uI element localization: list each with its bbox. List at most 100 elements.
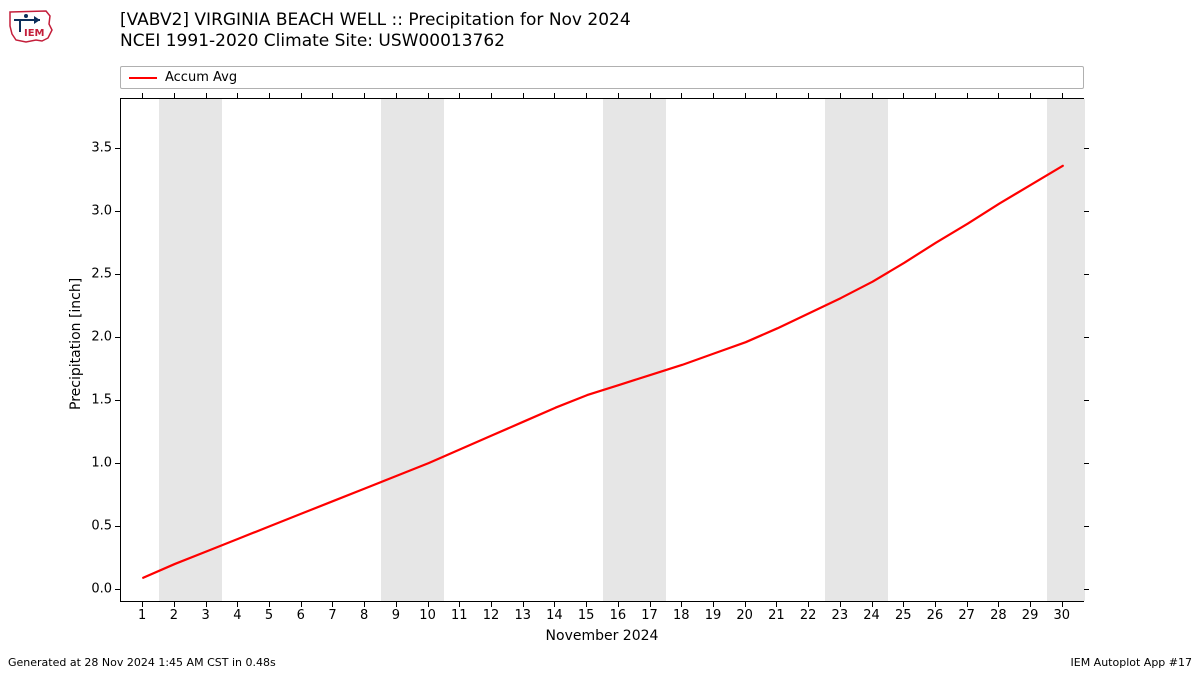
x-tick-label: 10 bbox=[419, 608, 436, 623]
x-tick bbox=[872, 602, 873, 607]
x-tick-label: 22 bbox=[800, 608, 817, 623]
y-tick bbox=[1084, 211, 1089, 212]
x-axis-title: November 2024 bbox=[120, 628, 1084, 644]
x-tick bbox=[618, 602, 619, 607]
x-tick bbox=[396, 602, 397, 607]
x-tick bbox=[554, 93, 555, 98]
x-tick bbox=[713, 602, 714, 607]
x-tick bbox=[967, 602, 968, 607]
x-tick-label: 11 bbox=[451, 608, 468, 623]
x-tick-label: 20 bbox=[736, 608, 753, 623]
x-tick-label: 14 bbox=[546, 608, 563, 623]
x-tick bbox=[459, 602, 460, 607]
x-tick-label: 5 bbox=[265, 608, 273, 623]
x-tick-label: 17 bbox=[641, 608, 658, 623]
y-tick bbox=[1084, 400, 1089, 401]
x-tick-label: 25 bbox=[895, 608, 912, 623]
x-tick-label: 16 bbox=[610, 608, 627, 623]
y-tick bbox=[1084, 148, 1089, 149]
y-tick-label: 2.0 bbox=[84, 330, 112, 345]
x-tick-label: 28 bbox=[990, 608, 1007, 623]
x-tick bbox=[681, 602, 682, 607]
x-tick bbox=[237, 93, 238, 98]
x-tick bbox=[332, 93, 333, 98]
x-tick-label: 12 bbox=[483, 608, 500, 623]
y-tick bbox=[1084, 589, 1089, 590]
iem-logo: IEM bbox=[6, 6, 54, 46]
x-tick-label: 15 bbox=[578, 608, 595, 623]
x-tick-label: 24 bbox=[863, 608, 880, 623]
y-tick-label: 3.0 bbox=[84, 204, 112, 219]
x-tick-label: 4 bbox=[233, 608, 241, 623]
title-line1: [VABV2] VIRGINIA BEACH WELL :: Precipita… bbox=[120, 10, 631, 31]
y-tick-label: 3.5 bbox=[84, 141, 112, 156]
legend-swatch bbox=[129, 77, 157, 79]
x-tick bbox=[840, 602, 841, 607]
x-tick bbox=[713, 93, 714, 98]
x-tick bbox=[174, 602, 175, 607]
x-tick bbox=[332, 602, 333, 607]
line-series bbox=[121, 99, 1085, 603]
x-tick bbox=[142, 602, 143, 607]
x-tick bbox=[745, 602, 746, 607]
y-axis-title: Precipitation [inch] bbox=[68, 278, 84, 410]
y-tick bbox=[1084, 526, 1089, 527]
x-tick bbox=[1030, 602, 1031, 607]
x-tick-label: 3 bbox=[201, 608, 209, 623]
y-tick bbox=[115, 400, 120, 401]
x-tick bbox=[998, 93, 999, 98]
x-tick bbox=[745, 93, 746, 98]
x-tick bbox=[428, 93, 429, 98]
x-tick bbox=[459, 93, 460, 98]
footer-app: IEM Autoplot App #17 bbox=[1071, 656, 1193, 669]
title-line2: NCEI 1991-2020 Climate Site: USW00013762 bbox=[120, 31, 631, 52]
plot-area bbox=[120, 98, 1084, 602]
x-tick bbox=[650, 93, 651, 98]
x-tick bbox=[618, 93, 619, 98]
x-tick bbox=[491, 602, 492, 607]
x-tick bbox=[206, 602, 207, 607]
x-tick-label: 6 bbox=[297, 608, 305, 623]
x-tick bbox=[808, 93, 809, 98]
y-tick-label: 2.5 bbox=[84, 267, 112, 282]
x-tick bbox=[301, 602, 302, 607]
x-tick-label: 30 bbox=[1054, 608, 1071, 623]
y-tick-label: 1.5 bbox=[84, 393, 112, 408]
y-tick-label: 0.0 bbox=[84, 582, 112, 597]
y-tick bbox=[115, 337, 120, 338]
x-tick bbox=[1062, 602, 1063, 607]
x-tick-label: 19 bbox=[705, 608, 722, 623]
x-tick bbox=[840, 93, 841, 98]
x-tick bbox=[206, 93, 207, 98]
x-tick-label: 29 bbox=[1022, 608, 1039, 623]
x-tick bbox=[523, 93, 524, 98]
x-tick bbox=[142, 93, 143, 98]
legend: Accum Avg bbox=[120, 66, 1084, 89]
x-tick bbox=[364, 602, 365, 607]
y-tick-label: 0.5 bbox=[84, 519, 112, 534]
x-tick bbox=[967, 93, 968, 98]
y-tick bbox=[1084, 337, 1089, 338]
x-tick bbox=[681, 93, 682, 98]
x-tick bbox=[396, 93, 397, 98]
x-tick bbox=[364, 93, 365, 98]
x-tick bbox=[428, 602, 429, 607]
x-tick bbox=[935, 93, 936, 98]
x-tick bbox=[776, 602, 777, 607]
x-tick-label: 9 bbox=[392, 608, 400, 623]
x-tick bbox=[935, 602, 936, 607]
x-tick-label: 7 bbox=[328, 608, 336, 623]
y-tick bbox=[115, 148, 120, 149]
x-tick bbox=[491, 93, 492, 98]
y-tick bbox=[115, 211, 120, 212]
x-tick bbox=[650, 602, 651, 607]
x-tick bbox=[269, 93, 270, 98]
x-tick bbox=[776, 93, 777, 98]
x-tick-label: 2 bbox=[170, 608, 178, 623]
x-tick bbox=[237, 602, 238, 607]
x-tick bbox=[1062, 93, 1063, 98]
x-tick bbox=[903, 93, 904, 98]
x-tick bbox=[523, 602, 524, 607]
x-tick bbox=[872, 93, 873, 98]
x-tick-label: 13 bbox=[514, 608, 531, 623]
